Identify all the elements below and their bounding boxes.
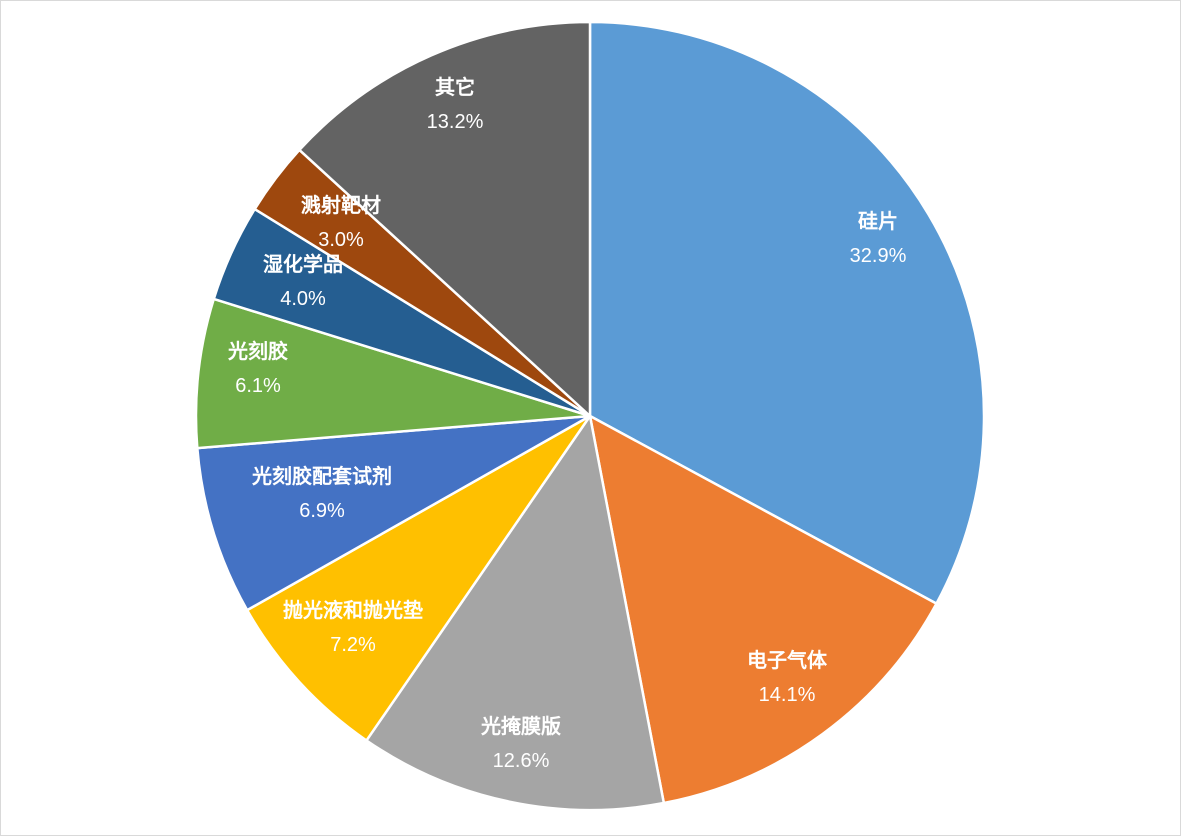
slice-value-label: 32.9%	[850, 245, 907, 267]
pie-slice	[588, 414, 938, 805]
slice-category-label: 电子气体	[747, 648, 828, 672]
pie-slice	[245, 414, 592, 742]
pie-slice	[365, 414, 666, 812]
slice-category-label: 光刻胶配套试剂	[251, 464, 392, 488]
slice-category-label: 硅片	[858, 209, 898, 233]
slice-category-label: 溅射靶材	[301, 193, 381, 217]
pie-slice	[194, 297, 592, 450]
slice-category-label: 湿化学品	[263, 252, 343, 276]
slice-category-label: 其它	[435, 75, 475, 99]
slice-value-label: 6.9%	[299, 500, 345, 522]
pie-slice	[298, 20, 592, 418]
slice-category-label: 光掩膜版	[480, 714, 561, 738]
slice-value-label: 14.1%	[759, 684, 816, 706]
slice-value-label: 4.0%	[280, 288, 326, 310]
slice-category-label: 光刻胶	[227, 339, 288, 363]
slice-value-label: 6.1%	[235, 375, 281, 397]
slice-value-label: 12.6%	[493, 750, 550, 772]
slice-value-label: 7.2%	[330, 634, 376, 656]
pie-slice	[196, 414, 592, 612]
slice-value-label: 3.0%	[318, 229, 364, 251]
pie-slice	[588, 20, 986, 605]
slice-value-label: 13.2%	[427, 111, 484, 133]
slice-category-label: 抛光液和抛光垫	[283, 598, 423, 622]
